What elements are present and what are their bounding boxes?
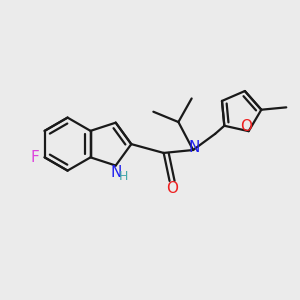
- Text: F: F: [31, 150, 40, 165]
- Text: O: O: [240, 119, 252, 134]
- Text: H: H: [118, 170, 128, 183]
- Text: N: N: [110, 164, 122, 179]
- Text: O: O: [167, 181, 178, 196]
- Text: N: N: [189, 140, 200, 154]
